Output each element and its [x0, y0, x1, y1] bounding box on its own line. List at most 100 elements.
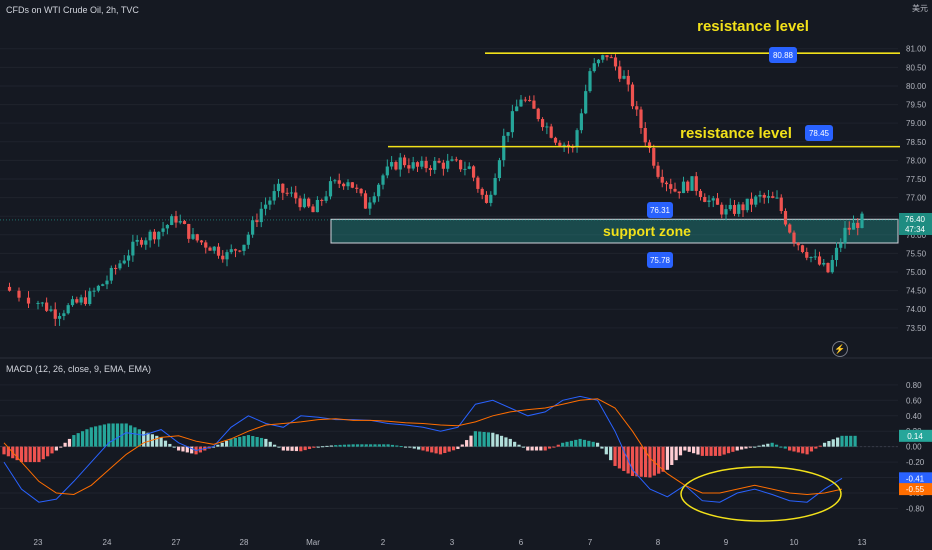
macd-histogram-bar [687, 446, 691, 452]
macd-histogram-bar [801, 446, 805, 454]
macd-histogram-bar [395, 445, 399, 447]
macd-histogram-bar [277, 446, 281, 448]
macd-histogram-bar [373, 444, 377, 447]
macd-histogram-bar [761, 444, 766, 447]
macd-histogram-bar [382, 444, 386, 447]
macd-histogram-bar [364, 444, 368, 447]
candle-body [246, 234, 250, 245]
macd-histogram-bar [334, 445, 338, 447]
candle-body [698, 190, 703, 197]
candle-body [350, 182, 354, 188]
macd-title: MACD (12, 26, close, 9, EMA, EMA) [6, 364, 152, 374]
candle-body [856, 222, 860, 228]
macd-histogram-bar [844, 435, 848, 447]
candle-body [737, 204, 741, 214]
candle-body [385, 166, 389, 176]
macd-histogram-bar [591, 441, 595, 447]
macd-tick-label: -0.20 [906, 458, 925, 467]
macd-histogram-bar [255, 436, 259, 447]
macd-histogram-bar [805, 446, 809, 455]
macd-histogram-bar [89, 427, 93, 447]
last-price-badge: 76.40 [905, 215, 926, 224]
candle-body [216, 246, 221, 256]
candle-body [363, 193, 368, 209]
candle-body [40, 302, 44, 304]
macd-histogram-bar [849, 435, 853, 447]
candle-body [62, 313, 66, 317]
macd-histogram-bar [670, 446, 674, 465]
price-tick-label: 80.50 [906, 63, 927, 72]
macd-histogram-bar [709, 446, 713, 456]
candle-body [839, 243, 843, 248]
candle-body [75, 299, 79, 303]
candle-body [221, 255, 225, 260]
lightning-icon[interactable]: ⚡ [832, 341, 848, 357]
x-tick-label: 6 [519, 538, 524, 547]
macd-histogram-bar [159, 437, 163, 447]
macd-histogram-bar [630, 446, 635, 476]
macd-histogram-bar [827, 441, 831, 447]
price-tick-label: 79.50 [906, 101, 927, 110]
candle-body [851, 222, 856, 230]
candle-body [144, 240, 148, 245]
candle-body [225, 252, 229, 260]
candle-body [139, 239, 144, 245]
price-tick-label: 75.00 [906, 268, 927, 277]
candle-body [320, 199, 324, 201]
macd-histogram-bar [648, 446, 652, 478]
macd-histogram-bar [526, 446, 530, 451]
macd-histogram-bar [273, 444, 277, 447]
candle-body [263, 204, 268, 209]
support-bottom-value-bg [647, 252, 673, 268]
candle-body [843, 227, 847, 244]
macd-histogram-bar [517, 444, 521, 447]
macd-signal-badge-bg [899, 483, 932, 496]
macd-histogram-bar [281, 446, 285, 451]
macd-histogram-bar [473, 431, 477, 447]
price-tick-label: 76.00 [906, 231, 927, 240]
macd-highlight-ellipse [680, 466, 842, 522]
candle-body [390, 162, 394, 167]
candle-body [79, 297, 83, 303]
candle-body [826, 262, 830, 273]
macd-histogram-bar [303, 446, 307, 451]
macd-histogram-bar [111, 423, 115, 447]
macd-histogram-bar [486, 432, 491, 447]
macd-histogram-bar [456, 446, 460, 449]
x-tick-label: 23 [34, 538, 43, 547]
x-tick-label: 7 [588, 538, 593, 547]
macd-histogram-bar [412, 446, 416, 449]
x-tick-label: 9 [724, 538, 729, 547]
macd-histogram-bar [299, 446, 303, 452]
resistance-label-top: resistance level [697, 18, 809, 35]
macd-histogram-bar [643, 446, 648, 478]
macd-histogram-bar [355, 444, 360, 447]
macd-histogram-bar [168, 443, 172, 447]
macd-histogram-bar [692, 446, 696, 454]
candle-body [788, 224, 792, 233]
candle-body [703, 196, 707, 202]
macd-histogram-bar [342, 444, 347, 447]
macd-histogram-bar [176, 446, 181, 451]
x-tick-label: 24 [103, 538, 112, 547]
candle-body [545, 126, 549, 128]
macd-histogram-bar [840, 435, 844, 447]
macd-histogram-bar [534, 446, 539, 451]
candle-body [540, 119, 545, 128]
price-tick-label: 78.00 [906, 156, 927, 165]
macd-histogram-bar [321, 446, 325, 448]
candle-body [523, 99, 527, 101]
candle-body [732, 204, 737, 214]
macd-histogram-bar [770, 442, 774, 447]
candle-body [506, 132, 510, 136]
macd-histogram-bar [377, 444, 381, 447]
candle-body [686, 181, 690, 191]
candle-body [497, 160, 502, 179]
macd-histogram-bar [674, 446, 678, 461]
macd-histogram-bar [259, 437, 264, 447]
candle-body [161, 228, 165, 232]
candle-body [114, 267, 118, 269]
candle-body [242, 244, 246, 251]
candle-body [88, 291, 92, 305]
